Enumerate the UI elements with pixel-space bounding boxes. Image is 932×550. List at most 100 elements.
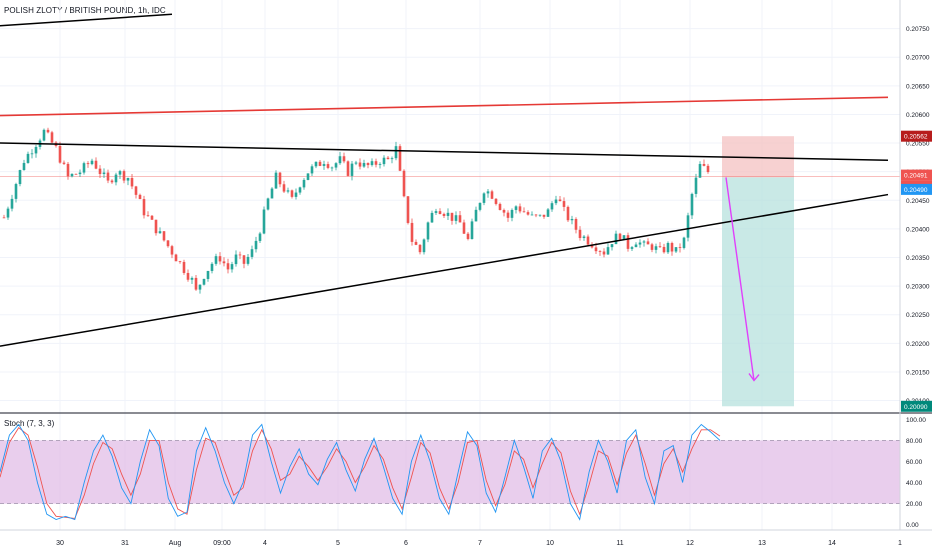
price-tag-label: 0.20490 — [904, 187, 928, 194]
candle-body — [406, 196, 410, 223]
candle-body — [170, 246, 174, 255]
stoch-indicator-label[interactable]: Stoch (7, 3, 3) — [4, 419, 55, 428]
candles — [2, 127, 710, 294]
x-tick-label: 5 — [336, 540, 340, 547]
candle-body — [214, 256, 218, 264]
candle-body — [666, 242, 670, 253]
candle-body — [430, 212, 434, 223]
candle-body — [138, 194, 142, 200]
chart-title: POLISH ZLOTY / BRITISH POUND, 1h, IDC — [4, 6, 166, 15]
candle-body — [290, 190, 294, 197]
candle-body — [386, 157, 390, 160]
y-tick-label: 0.20200 — [906, 341, 930, 348]
candle-body — [62, 162, 66, 164]
candle-body — [466, 233, 470, 239]
candle-body — [610, 244, 614, 248]
candle-body — [682, 237, 686, 248]
candle-body — [302, 179, 306, 188]
candle-body — [190, 277, 194, 280]
candle-body — [578, 229, 582, 239]
candle-body — [594, 247, 598, 252]
top-left-trendline — [0, 13, 173, 27]
position-zones — [0, 136, 900, 407]
candle-body — [490, 191, 494, 199]
candle-body — [434, 211, 438, 213]
x-tick-label: 10 — [546, 540, 554, 547]
candle-body — [330, 167, 334, 169]
candle-body — [662, 246, 666, 253]
candle-body — [658, 246, 662, 248]
candle-body — [502, 209, 506, 213]
candle-body — [14, 184, 18, 199]
stoch-y-tick-label: 80.00 — [906, 438, 923, 445]
price-tag-bg — [901, 400, 932, 412]
y-tick-label: 0.20750 — [906, 26, 930, 33]
y-tick-label: 0.20300 — [906, 284, 930, 291]
candle-body — [342, 156, 346, 162]
candle-body — [294, 192, 298, 197]
x-tick-label: Aug — [169, 540, 182, 547]
candle-body — [442, 213, 446, 216]
candle-body — [634, 244, 638, 248]
candle-body — [366, 162, 370, 166]
candle-body — [150, 215, 154, 220]
candle-body — [554, 199, 558, 204]
candle-body — [266, 198, 270, 210]
candle-body — [402, 170, 406, 197]
candle-body — [394, 146, 398, 159]
y-tick-label: 0.20400 — [906, 226, 930, 233]
candle-body — [570, 218, 574, 221]
candle-body — [626, 235, 630, 249]
candle-body — [390, 158, 394, 160]
candle-body — [94, 160, 98, 169]
candle-body — [118, 171, 122, 175]
y-tick-label: 0.20600 — [906, 112, 930, 119]
candle-body — [642, 241, 646, 243]
candle-body — [158, 231, 162, 234]
candle-body — [286, 190, 290, 192]
candle-body — [646, 241, 650, 245]
price-tag-bg — [901, 183, 932, 195]
candle-body — [482, 193, 486, 203]
x-tick-label: 13 — [758, 540, 766, 547]
candle-body — [478, 202, 482, 210]
x-tick-label: 30 — [56, 540, 64, 547]
candle-body — [346, 161, 350, 176]
projection-arrow-head — [748, 373, 760, 382]
x-tick-label: 6 — [404, 540, 408, 547]
candle-body — [178, 261, 182, 263]
stoch-y-tick-label: 0.00 — [906, 522, 919, 529]
y-tick-label: 0.20550 — [906, 141, 930, 148]
candle-body — [370, 161, 374, 166]
candle-body — [374, 161, 378, 165]
candle-body — [130, 177, 134, 187]
candle-body — [202, 278, 206, 285]
candle-body — [534, 214, 538, 216]
candle-body — [122, 171, 126, 181]
candle-body — [30, 153, 34, 155]
candle-body — [210, 263, 214, 271]
candle-body — [338, 156, 342, 164]
candle-body — [426, 222, 430, 240]
candle-body — [558, 199, 562, 202]
candle-body — [486, 191, 490, 194]
candle-body — [10, 198, 14, 209]
price-tag-label: 0.20090 — [904, 404, 928, 411]
candle-body — [362, 162, 366, 167]
candle-body — [694, 177, 698, 194]
candle-body — [410, 222, 414, 242]
candle-body — [454, 215, 458, 221]
candle-body — [462, 222, 466, 234]
candle-body — [226, 263, 230, 270]
candle-body — [446, 212, 450, 216]
candle-body — [618, 233, 622, 240]
projection-arrow — [725, 177, 755, 381]
candle-body — [22, 162, 26, 171]
y-tick-label: 0.20350 — [906, 255, 930, 262]
candle-body — [690, 193, 694, 216]
candle-body — [230, 264, 234, 270]
candle-body — [298, 187, 302, 193]
candle-body — [46, 129, 50, 133]
